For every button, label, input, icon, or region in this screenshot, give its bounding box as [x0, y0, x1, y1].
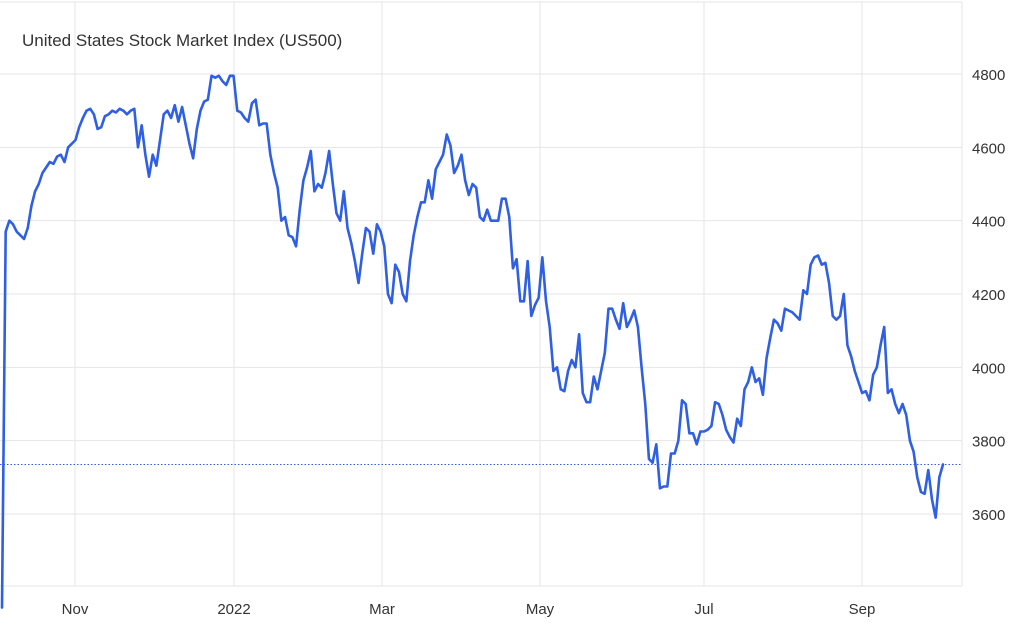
series-line	[0, 74, 945, 609]
y-tick-label: 3600	[972, 507, 1005, 524]
y-tick-label: 3800	[972, 434, 1005, 451]
y-tick-label: 4800	[972, 67, 1005, 84]
y-tick-label: 4000	[972, 360, 1005, 377]
y-axis: 3600 3800 4000 4200 4400 4600 4800	[972, 67, 1005, 524]
y-tick-label: 4600	[972, 140, 1005, 157]
x-tick-label: Nov	[62, 601, 89, 618]
x-axis: Nov 2022 Mar May Jul Sep	[62, 601, 876, 618]
x-tick-label: Sep	[849, 601, 876, 618]
grid	[0, 1, 963, 587]
chart-title: United States Stock Market Index (US500)	[22, 31, 342, 50]
y-tick-label: 4400	[972, 214, 1005, 231]
x-tick-label: Mar	[369, 601, 395, 618]
x-tick-label: May	[526, 601, 555, 618]
y-tick-label: 4200	[972, 287, 1005, 304]
x-tick-label: Jul	[694, 601, 713, 618]
x-tick-label: 2022	[217, 601, 250, 618]
